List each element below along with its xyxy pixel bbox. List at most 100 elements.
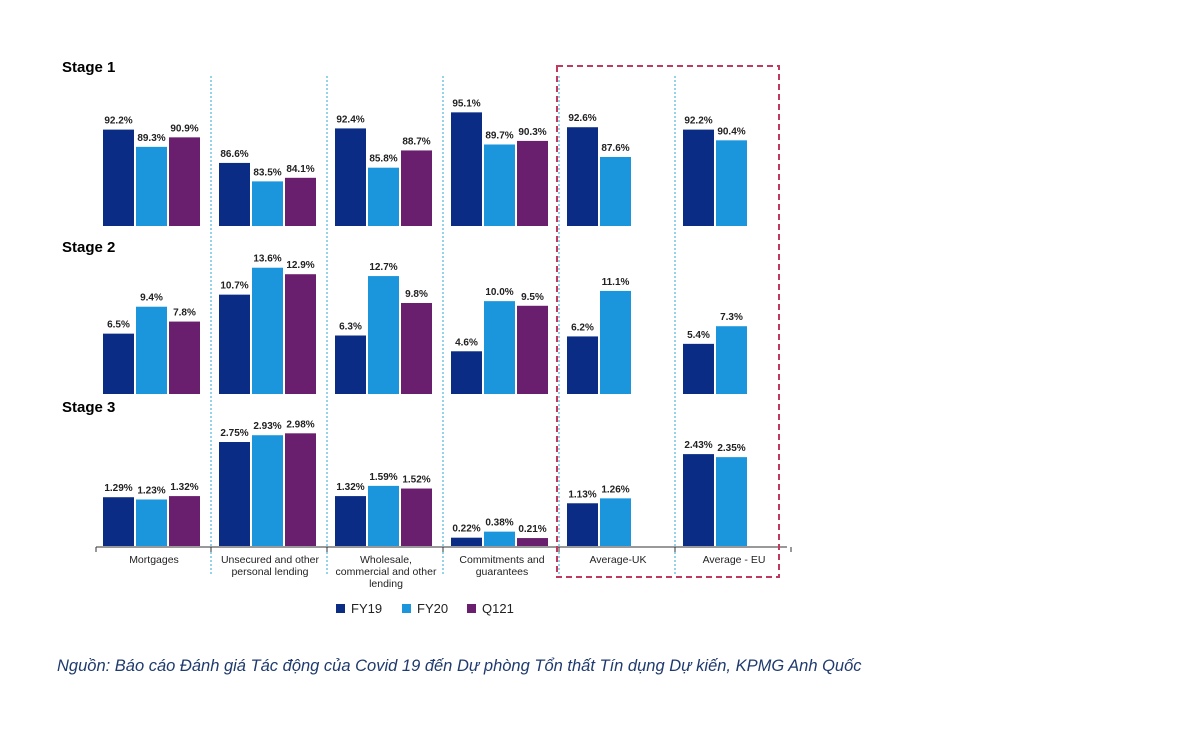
bar <box>219 162 250 226</box>
bar-value-label: 7.8% <box>173 308 196 319</box>
bar-value-label: 92.4% <box>336 114 364 125</box>
category-label: Commitments and <box>459 554 544 566</box>
category-label: Wholesale, <box>360 554 412 566</box>
bar <box>368 276 399 394</box>
bar <box>716 457 747 546</box>
bar-value-label: 2.75% <box>220 428 248 439</box>
bar-value-label: 86.6% <box>220 149 248 160</box>
bar-value-label: 9.5% <box>521 292 544 303</box>
bar <box>136 306 167 394</box>
bar <box>401 150 432 226</box>
bar-value-label: 1.59% <box>369 472 397 483</box>
bar <box>567 127 598 226</box>
bar-value-label: 5.4% <box>687 330 710 341</box>
bar <box>517 538 548 546</box>
stage-label: Stage 1 <box>62 59 115 76</box>
bar <box>103 129 134 226</box>
bar-value-label: 1.23% <box>137 485 165 496</box>
bar <box>484 301 515 394</box>
bar <box>252 435 283 546</box>
bar <box>567 336 598 394</box>
bar-value-label: 11.1% <box>602 277 630 288</box>
bar-value-label: 0.22% <box>452 524 480 535</box>
source-note: Nguồn: Báo cáo Đánh giá Tác động của Cov… <box>57 657 862 675</box>
category-label: Unsecured and other <box>221 554 320 566</box>
bar <box>285 177 316 226</box>
bar <box>683 343 714 394</box>
bar <box>335 496 366 546</box>
bar-value-label: 2.43% <box>684 440 712 451</box>
bar-value-label: 92.2% <box>684 116 712 127</box>
bar <box>517 140 548 226</box>
bar-value-label: 13.6% <box>253 254 281 265</box>
bar <box>169 137 200 226</box>
bar <box>484 531 515 546</box>
legend-swatch <box>402 604 411 613</box>
bar <box>401 488 432 546</box>
bar-value-label: 7.3% <box>720 312 743 323</box>
bar <box>219 294 250 394</box>
bar <box>103 497 134 546</box>
bar-value-label: 85.8% <box>369 154 397 165</box>
bar <box>285 433 316 546</box>
bar-value-label: 6.2% <box>571 322 594 333</box>
bar <box>600 498 631 546</box>
category-label: personal lending <box>231 566 308 578</box>
bar <box>368 167 399 226</box>
legend-swatch <box>336 604 345 613</box>
bar <box>219 442 250 546</box>
legend-label: FY19 <box>351 601 382 616</box>
bar-value-label: 2.35% <box>717 443 745 454</box>
bar-value-label: 92.2% <box>104 116 132 127</box>
category-label: commercial and other <box>336 566 437 578</box>
bar-value-label: 1.29% <box>104 483 132 494</box>
bar <box>335 335 366 394</box>
bar-value-label: 89.7% <box>485 130 513 141</box>
bar-value-label: 90.4% <box>717 126 745 137</box>
bar <box>451 537 482 546</box>
bar-value-label: 6.5% <box>107 320 130 331</box>
bar-value-label: 2.98% <box>286 419 314 430</box>
bar-value-label: 0.38% <box>485 518 513 529</box>
category-label: lending <box>369 578 403 590</box>
stage-label: Stage 2 <box>62 239 115 256</box>
bar-value-label: 87.6% <box>601 143 629 154</box>
bar-value-label: 1.32% <box>170 482 198 493</box>
bar <box>484 144 515 226</box>
bar <box>335 128 366 226</box>
bar <box>517 305 548 394</box>
legend-label: Q121 <box>482 601 514 616</box>
bar-value-label: 1.32% <box>336 482 364 493</box>
bar <box>683 129 714 226</box>
bar-value-label: 92.6% <box>568 113 596 124</box>
bar-value-label: 9.8% <box>405 289 428 300</box>
bar-value-label: 88.7% <box>402 136 430 147</box>
bar <box>716 140 747 226</box>
category-label: Average-UK <box>589 554 646 566</box>
legend-swatch <box>467 604 476 613</box>
bar-value-label: 4.6% <box>455 337 478 348</box>
category-label: Average - EU <box>703 554 766 566</box>
bar <box>716 326 747 394</box>
bar-value-label: 1.52% <box>402 475 430 486</box>
bar-value-label: 0.21% <box>518 524 546 535</box>
bar-value-label: 90.3% <box>518 127 546 138</box>
bar-value-label: 89.3% <box>137 133 165 144</box>
bar-value-label: 84.1% <box>286 164 314 175</box>
legend-label: FY20 <box>417 601 448 616</box>
bar-value-label: 12.9% <box>286 260 314 271</box>
bar <box>451 112 482 226</box>
bar-value-label: 83.5% <box>253 167 281 178</box>
bar-value-label: 2.93% <box>253 421 281 432</box>
average-highlight-box <box>556 65 780 578</box>
bar <box>136 146 167 226</box>
bar <box>368 485 399 546</box>
bar <box>169 321 200 394</box>
bar <box>683 454 714 546</box>
category-label: Mortgages <box>129 554 179 566</box>
bar-value-label: 12.7% <box>369 262 397 273</box>
bar <box>600 290 631 394</box>
bar-value-label: 1.26% <box>601 484 629 495</box>
bar <box>169 496 200 546</box>
